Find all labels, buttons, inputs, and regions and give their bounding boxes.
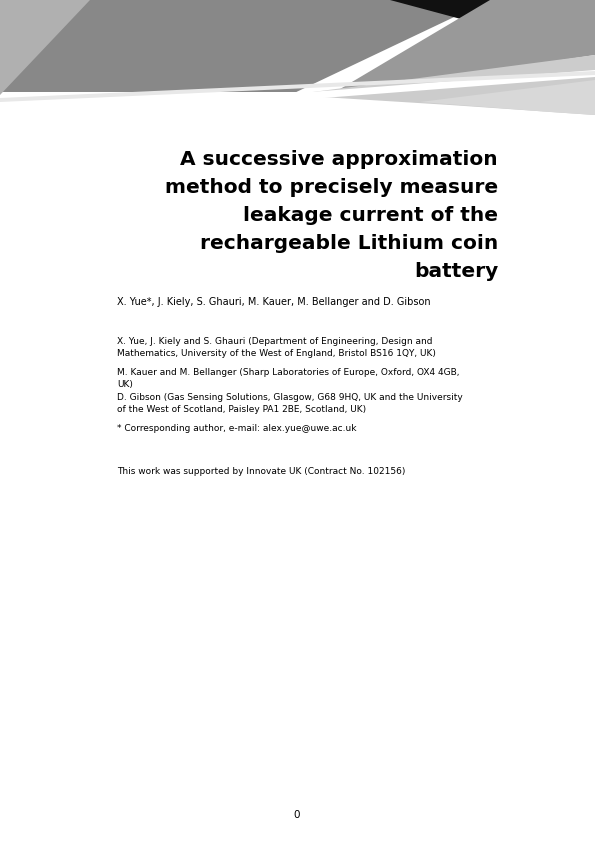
Text: battery: battery xyxy=(414,262,498,281)
Text: This work was supported by Innovate UK (Contract No. 102156): This work was supported by Innovate UK (… xyxy=(117,467,405,476)
Text: M. Kauer and M. Bellanger (Sharp Laboratories of Europe, Oxford, OX4 4GB,
UK): M. Kauer and M. Bellanger (Sharp Laborat… xyxy=(117,368,459,389)
Text: * Corresponding author, e-mail: alex.yue@uwe.ac.uk: * Corresponding author, e-mail: alex.yue… xyxy=(117,424,356,433)
Text: X. Yue*, J. Kiely, S. Ghauri, M. Kauer, M. Bellanger and D. Gibson: X. Yue*, J. Kiely, S. Ghauri, M. Kauer, … xyxy=(117,297,431,307)
Text: method to precisely measure: method to precisely measure xyxy=(165,178,498,197)
Text: X. Yue, J. Kiely and S. Ghauri (Department of Engineering, Design and
Mathematic: X. Yue, J. Kiely and S. Ghauri (Departme… xyxy=(117,337,436,358)
Polygon shape xyxy=(0,71,595,102)
Polygon shape xyxy=(0,0,90,95)
Text: A successive approximation: A successive approximation xyxy=(180,150,498,169)
Text: D. Gibson (Gas Sensing Solutions, Glasgow, G68 9HQ, UK and the University
of the: D. Gibson (Gas Sensing Solutions, Glasgo… xyxy=(117,393,463,413)
Polygon shape xyxy=(420,80,595,115)
Polygon shape xyxy=(0,0,595,110)
Polygon shape xyxy=(0,70,595,99)
Text: 0: 0 xyxy=(294,810,300,820)
Text: leakage current of the: leakage current of the xyxy=(243,206,498,225)
Polygon shape xyxy=(290,55,595,115)
Polygon shape xyxy=(390,0,595,55)
Text: rechargeable Lithium coin: rechargeable Lithium coin xyxy=(200,234,498,253)
Polygon shape xyxy=(0,0,490,95)
Polygon shape xyxy=(330,0,595,95)
